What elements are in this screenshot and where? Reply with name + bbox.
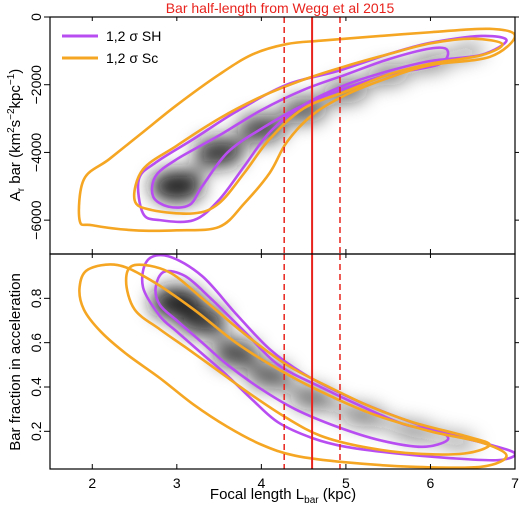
bottom-y-axis: 0.2 0.4 0.6 0.8: [28, 288, 519, 441]
top-y-tick-label: −2000: [28, 65, 44, 105]
legend-sc-label: 1,2 σ Sc: [106, 50, 158, 66]
top-y-tick-label: 0: [28, 13, 44, 21]
top-panel: 0 −2000 −4000 −6000 Ar bar (km2s−2kpc−1) 1,…: [6, 0, 519, 255]
bot-y-tick-label: 0.8: [28, 288, 44, 308]
top-contour-sc-1sigma: [132, 37, 504, 215]
bot-contour-sh-2sigma: [140, 254, 515, 462]
bot-contour-sh-1sigma: [154, 269, 450, 449]
bottom-panel: 0.2 0.4 0.6 0.8 2 3 4 5 6 7 Bar fraction in acce…: [7, 253, 519, 505]
bottom-panel-frame: [49, 253, 516, 470]
x-axis-label: Focal length Lbar (kpc): [210, 486, 356, 505]
bottom-y-axis-label: Bar fraction in acceleration: [7, 273, 24, 451]
bot-y-tick-label: 0.2: [28, 421, 44, 441]
bottom-reference-lines: [283, 254, 341, 469]
legend: 1,2 σ SH 1,2 σ Sc: [52, 23, 214, 71]
x-tick-label: 6: [427, 475, 435, 491]
bot-y-tick-label: 0.6: [28, 333, 44, 353]
bottom-contours: [78, 254, 515, 469]
bot-contour-sc-2sigma: [78, 263, 508, 469]
top-x-ticks: [91, 17, 516, 254]
x-tick-label: 5: [342, 475, 350, 491]
legend-sh-label: 1,2 σ SH: [106, 28, 161, 44]
x-tick-label: 4: [257, 475, 265, 491]
top-y-axis: 0 −2000 −4000 −6000: [28, 13, 519, 240]
top-contour-sc-2sigma: [77, 27, 515, 233]
top-y-tick-label: −6000: [28, 200, 44, 240]
bottom-x-axis: 2 3 4 5 6 7: [88, 254, 519, 491]
x-tick-label: 2: [88, 475, 96, 491]
bot-density-ridge: [169, 295, 472, 450]
bot-contour-sc-1sigma: [124, 263, 491, 456]
bot-y-tick-label: 0.4: [28, 377, 44, 397]
top-contours: [77, 27, 515, 233]
top-contour-sh-1sigma: [150, 46, 450, 209]
top-reference-lines: [283, 17, 341, 254]
x-tick-label: 7: [511, 475, 519, 491]
top-y-axis-label: Ar bar (km2s−2kpc−1): [6, 69, 27, 202]
top-y-tick-label: −4000: [28, 133, 44, 173]
chart-title: Bar half-length from Wegg et al 2015: [166, 0, 395, 16]
top-density-map: [150, 41, 491, 203]
x-tick-label: 3: [173, 475, 181, 491]
legend-box: [52, 23, 214, 71]
